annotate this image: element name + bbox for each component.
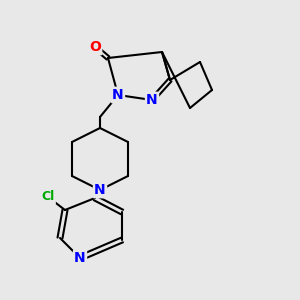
Text: O: O [89,40,101,54]
Text: Cl: Cl [41,190,55,203]
Text: N: N [74,251,86,265]
Text: N: N [112,88,124,102]
Text: N: N [146,93,158,107]
Text: N: N [94,183,106,197]
